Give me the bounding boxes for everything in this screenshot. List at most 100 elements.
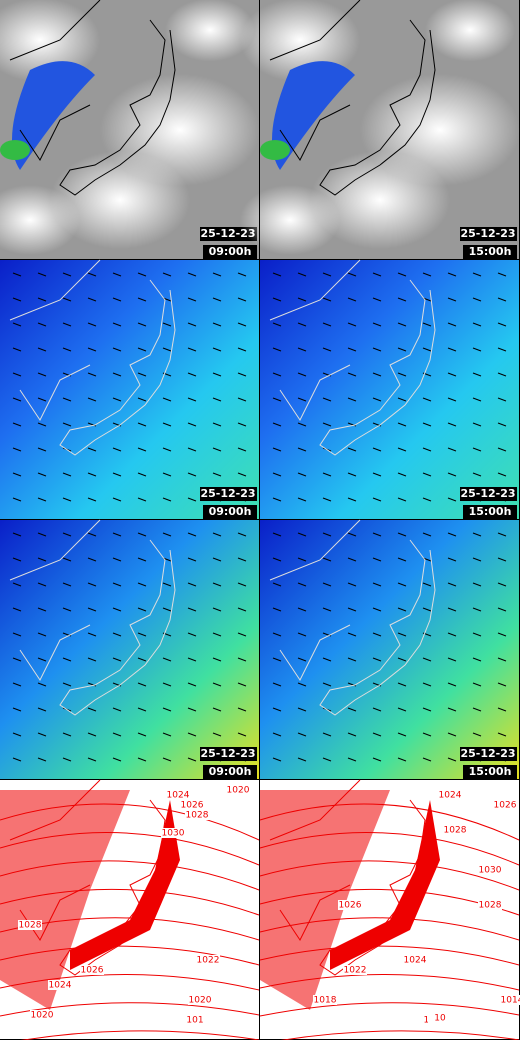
coastline [59, 279, 176, 456]
wind-arrow [112, 732, 122, 737]
wind-arrow [137, 472, 147, 477]
isobar-label: 1022 [344, 966, 367, 976]
coastline [319, 19, 436, 196]
date-box [200, 747, 257, 761]
wind-arrow [372, 557, 382, 562]
wind-arrow [62, 607, 72, 612]
wind-arrow [397, 297, 407, 302]
wind-arrow [372, 322, 382, 327]
wind-arrow [272, 632, 282, 637]
wind-arrow [322, 472, 332, 477]
wind-arrow [37, 607, 47, 612]
isobar [259, 1002, 520, 1017]
isobar-label: 1028 [19, 921, 42, 931]
wind-arrow [62, 757, 72, 762]
wind-arrow [372, 632, 382, 637]
wind-arrow [497, 582, 507, 587]
isobar-label-bg [188, 995, 212, 1005]
cloud [240, 185, 340, 255]
time-box [463, 505, 517, 519]
land-contours [330, 800, 440, 970]
coastline [269, 519, 361, 681]
wind-arrow [162, 472, 172, 477]
wind-arrow [12, 532, 22, 537]
wind-arrow [137, 322, 147, 327]
wind-arrow [37, 732, 47, 737]
wind-arrow [137, 707, 147, 712]
isobar [20, 1030, 260, 1040]
wind-arrow [37, 757, 47, 762]
land-contours [70, 800, 180, 970]
wind-arrow [87, 372, 97, 377]
isobar-label: 1014 [501, 996, 520, 1006]
date-box [460, 487, 517, 501]
wind-arrow [272, 397, 282, 402]
wind-arrow [272, 422, 282, 427]
wind-arrow [187, 422, 197, 427]
isobar-label-bg [30, 1010, 54, 1020]
wind-arrow [12, 272, 22, 277]
wind-arrow [12, 707, 22, 712]
date-label: 25-12-23 [200, 747, 255, 760]
time-label: 15:00h [469, 505, 512, 518]
wind-arrow [137, 532, 147, 537]
wind-arrow [212, 447, 222, 452]
wind-arrow [87, 732, 97, 737]
wind-arrow [137, 732, 147, 737]
wind-arrow [472, 607, 482, 612]
wind-arrow [12, 297, 22, 302]
wind-arrow [162, 532, 172, 537]
divider [259, 0, 260, 1040]
wind-arrow [497, 472, 507, 477]
wind-arrow [137, 272, 147, 277]
wind-arrow [87, 557, 97, 562]
wind-arrow [397, 582, 407, 587]
isobar-label: 1020 [31, 1011, 54, 1021]
wind-arrow [112, 272, 122, 277]
isobar-label: 1026 [181, 801, 204, 811]
wind-arrow [12, 397, 22, 402]
wind-arrow [187, 322, 197, 327]
wind-arrow [297, 707, 307, 712]
wind-arrow [272, 707, 282, 712]
wind-arrow [237, 447, 247, 452]
wind-arrow [372, 582, 382, 587]
wind-arrow [297, 397, 307, 402]
wind-arrow [447, 557, 457, 562]
wind-arrow [422, 607, 432, 612]
wind-arrow [497, 297, 507, 302]
wind-arrow [372, 657, 382, 662]
wind-arrow [12, 682, 22, 687]
wind-arrow [112, 322, 122, 327]
wind-arrow [137, 422, 147, 427]
wind-arrow [447, 397, 457, 402]
isobar-label-bg [500, 995, 520, 1005]
wind-arrow [212, 422, 222, 427]
wind-arrow [237, 707, 247, 712]
cloud [0, 185, 80, 255]
wind-arrow [112, 472, 122, 477]
date-label: 25-12-23 [460, 487, 515, 500]
wind-arrow [422, 757, 432, 762]
wind-arrow [397, 472, 407, 477]
wind-arrow [237, 682, 247, 687]
isobar-label-bg [493, 800, 517, 810]
wind-arrow [272, 732, 282, 737]
wind-arrow [212, 732, 222, 737]
wind-arrow [397, 532, 407, 537]
wind-arrow [137, 447, 147, 452]
wind-arrow [37, 397, 47, 402]
wind-arrow [347, 397, 357, 402]
wind-arrow [112, 297, 122, 302]
isobar-label: 10 [434, 1014, 446, 1024]
wind-arrow [422, 447, 432, 452]
wind-arrow [162, 347, 172, 352]
wind-arrow [422, 532, 432, 537]
coastline [59, 799, 176, 976]
wind-arrow [297, 732, 307, 737]
wind-arrow [187, 757, 197, 762]
wind-arrow [347, 372, 357, 377]
wind-arrow [372, 397, 382, 402]
wind-arrow [347, 297, 357, 302]
wind-arrow [112, 707, 122, 712]
